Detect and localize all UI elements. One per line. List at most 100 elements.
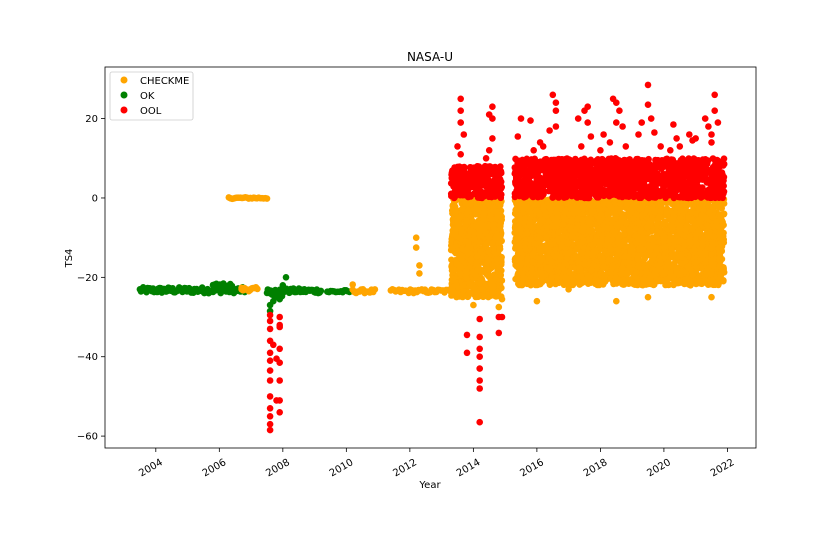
point-checkme xyxy=(488,280,495,287)
point-checkme xyxy=(566,269,573,276)
point-checkme xyxy=(635,261,643,269)
point-checkme xyxy=(614,250,621,258)
point-checkme xyxy=(643,223,651,231)
point-checkme xyxy=(473,261,480,268)
point-checkme xyxy=(554,218,561,226)
point-checkme xyxy=(498,277,506,284)
point-checkme xyxy=(645,261,652,269)
point-checkme xyxy=(554,210,561,218)
point-checkme xyxy=(657,202,664,209)
point-checkme xyxy=(644,205,652,213)
point-checkme xyxy=(641,255,648,263)
point-ool xyxy=(454,191,462,198)
point-checkme xyxy=(715,276,723,284)
point-checkme xyxy=(716,249,723,256)
point-checkme xyxy=(620,231,628,238)
point-checkme xyxy=(497,271,505,279)
point-checkme xyxy=(663,276,670,284)
point-ool xyxy=(477,172,485,180)
point-checkme xyxy=(548,259,556,266)
point-checkme xyxy=(717,238,725,246)
point-checkme xyxy=(614,221,622,229)
point-checkme xyxy=(465,240,472,247)
point-checkme xyxy=(696,279,703,287)
point-checkme xyxy=(456,270,464,277)
point-checkme xyxy=(659,232,667,239)
point-checkme xyxy=(547,241,555,248)
point-checkme xyxy=(590,249,597,256)
point-ool xyxy=(452,171,460,178)
point-ool xyxy=(470,190,478,197)
point-checkme xyxy=(686,238,693,245)
point-checkme xyxy=(489,288,497,296)
point-checkme xyxy=(636,246,644,253)
point-checkme xyxy=(453,293,460,301)
point-checkme xyxy=(575,273,582,280)
point-checkme xyxy=(601,247,608,255)
point-checkme xyxy=(699,241,706,249)
point-checkme xyxy=(688,267,695,275)
point-checkme xyxy=(707,279,715,287)
point-ool xyxy=(496,167,504,175)
point-checkme xyxy=(448,292,455,299)
point-checkme xyxy=(553,274,561,281)
point-checkme xyxy=(534,279,541,287)
point-checkme xyxy=(470,283,477,291)
point-checkme xyxy=(708,212,716,220)
point-checkme xyxy=(561,208,569,216)
point-checkme xyxy=(485,273,493,281)
point-checkme xyxy=(516,243,523,251)
point-checkme xyxy=(646,235,654,242)
point-checkme xyxy=(458,253,466,260)
point-checkme xyxy=(484,256,492,264)
point-checkme xyxy=(575,256,583,264)
point-checkme xyxy=(667,222,675,230)
point-checkme xyxy=(693,259,700,266)
point-checkme xyxy=(467,200,474,208)
point-checkme xyxy=(656,212,663,220)
point-checkme xyxy=(529,258,536,266)
point-ok xyxy=(228,282,236,290)
point-checkme xyxy=(485,233,493,241)
point-checkme xyxy=(540,203,547,210)
point-checkme xyxy=(650,279,658,287)
point-checkme xyxy=(592,237,599,245)
point-checkme xyxy=(551,253,558,260)
point-checkme xyxy=(450,275,457,283)
point-checkme xyxy=(568,218,575,225)
point-checkme xyxy=(467,227,475,235)
point-checkme xyxy=(596,217,604,224)
point-checkme xyxy=(514,235,522,242)
point-checkme xyxy=(467,256,474,263)
point-checkme xyxy=(516,218,523,226)
point-checkme xyxy=(528,268,536,276)
point-checkme xyxy=(719,218,726,226)
point-checkme xyxy=(664,259,671,266)
point-checkme xyxy=(497,218,504,226)
point-checkme xyxy=(611,228,619,236)
point-checkme xyxy=(578,216,586,224)
point-checkme xyxy=(685,214,692,221)
point-ool xyxy=(493,189,501,196)
point-checkme xyxy=(599,257,606,265)
point-checkme xyxy=(474,266,482,274)
point-checkme xyxy=(648,216,656,223)
point-checkme xyxy=(564,240,572,247)
point-checkme xyxy=(263,195,271,202)
point-checkme xyxy=(496,245,503,252)
point-checkme xyxy=(709,241,717,248)
point-checkme xyxy=(581,261,589,268)
point-checkme xyxy=(703,270,711,277)
point-checkme xyxy=(536,220,543,228)
point-checkme xyxy=(371,286,379,293)
point-ool xyxy=(476,185,483,193)
point-checkme xyxy=(640,280,647,288)
point-checkme xyxy=(673,265,681,272)
point-checkme xyxy=(653,246,661,253)
point-checkme xyxy=(646,247,654,254)
point-checkme xyxy=(479,268,487,275)
point-checkme xyxy=(579,249,586,256)
point-checkme xyxy=(466,289,474,297)
point-checkme xyxy=(513,255,520,263)
point-checkme xyxy=(704,222,711,229)
